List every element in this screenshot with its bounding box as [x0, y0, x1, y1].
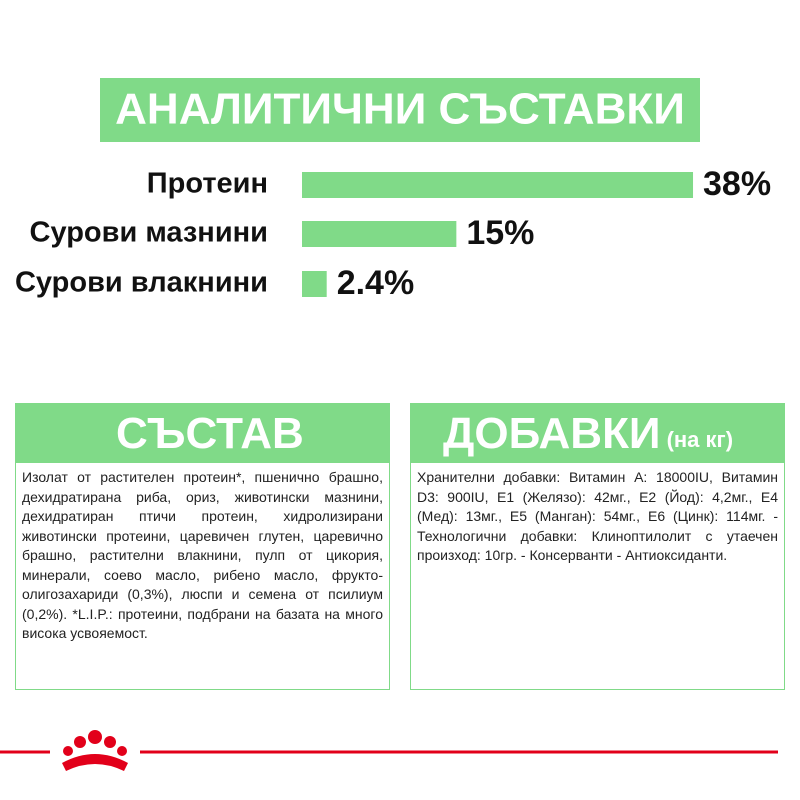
composition-text: Изолат от растителен протеин*, пшенично …	[22, 469, 383, 641]
crown-logo	[62, 730, 128, 771]
composition-title: СЪСТАВ	[116, 408, 304, 458]
additives-box: ДОБАВКИ (на кг) Хранителни добавки: Витам…	[410, 403, 785, 690]
title-banner	[100, 78, 700, 142]
chart-title: АНАЛИТИЧНИ СЪСТАВКИ	[115, 85, 685, 134]
additives-title: ДОБАВКИ	[443, 408, 661, 458]
bar	[302, 271, 327, 297]
value-label: 2.4%	[337, 264, 415, 302]
bar	[302, 172, 694, 198]
composition-header: СЪСТАВ	[16, 404, 389, 463]
value-label: 15%	[466, 214, 534, 252]
chart: АНАЛИТИЧНИ СЪСТАВКИ Протеин 38% Сурови маз…	[15, 78, 771, 302]
additives-text: Хранителни добавки: Витамин А: 18000IU, …	[417, 469, 778, 563]
bar	[302, 221, 457, 247]
value-label: 38%	[703, 165, 771, 203]
additives-subtitle: (на кг)	[666, 426, 734, 452]
category-label: Сурови мазнини	[30, 217, 269, 249]
footer	[0, 730, 778, 771]
category-label: Протеин	[147, 168, 268, 200]
category-label: Сурови влакнини	[15, 267, 268, 299]
composition-box: СЪСТАВ Изолат от растителен протеин*, пш…	[15, 403, 390, 690]
additives-header: ДОБАВКИ (на кг)	[411, 404, 784, 463]
